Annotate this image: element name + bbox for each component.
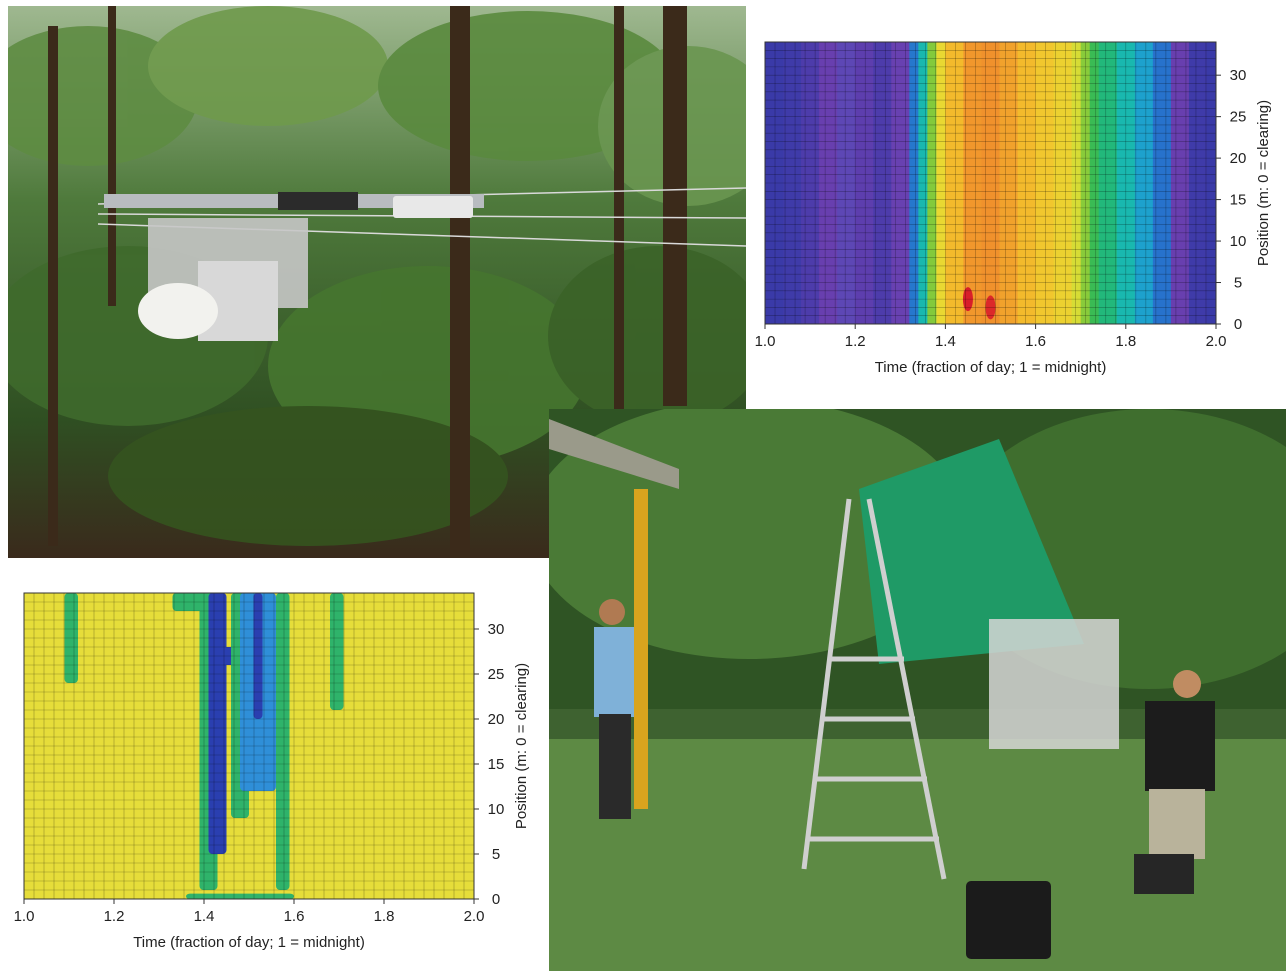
heatmap-chart-bottom: 1.0 1.2 1.4 1.6 1.8 2.0 0 5 10 15 20 25 30 Time (frac… (14, 592, 530, 951)
heatmap-column (909, 42, 919, 324)
plot-border (764, 41, 1217, 325)
person-left (594, 599, 634, 819)
heatmap-column (801, 42, 820, 324)
y-tick-label: 25 (1230, 109, 1247, 126)
fence (989, 619, 1119, 749)
heatmap-column (1035, 42, 1055, 324)
heatmap-column (1017, 42, 1037, 324)
x-tick-label: 1.0 (14, 908, 35, 925)
y-tick-label: 15 (1230, 192, 1247, 209)
green-tarp (859, 439, 1084, 664)
foliage (8, 6, 746, 546)
heatmap-column (1080, 42, 1091, 324)
forest-sensor-illustration (8, 6, 746, 558)
heatmap-column (819, 42, 838, 324)
y-tick-label: 15 (488, 756, 505, 773)
y-tick-label: 20 (1230, 150, 1247, 167)
heatmap-column (1188, 42, 1208, 324)
heatmap-column (837, 42, 856, 324)
heatmap-streak-green (172, 593, 204, 611)
clearing-setup-photo (549, 409, 1286, 971)
x-axis-label: Time (fraction of day; 1 = midnight) (875, 359, 1107, 376)
y-axis-label: Position (m: 0 = clearing) (1255, 100, 1272, 266)
heatmap-streak-green (64, 593, 78, 683)
x-tick-label: 2.0 (464, 908, 485, 925)
x-tick-label: 1.8 (1115, 333, 1136, 350)
heatmap-cells (765, 42, 1217, 324)
black-case (966, 881, 1051, 959)
y-tick-label: 0 (1234, 316, 1242, 333)
x-axis-label: Time (fraction of day; 1 = midnight) (133, 934, 365, 951)
y-tick-label: 10 (488, 801, 505, 818)
y-tick-label: 10 (1230, 233, 1247, 250)
heatmap-cells (24, 593, 474, 899)
y-tick-label: 25 (488, 666, 505, 683)
heatmap-column (1152, 42, 1172, 324)
y-tick-label: 30 (488, 621, 505, 638)
heatmap-column (1053, 42, 1073, 324)
heatmap-column (765, 42, 784, 324)
heatmap-streak-blue (253, 593, 263, 719)
x-tick-label: 1.6 (284, 908, 305, 925)
heatmap-column (936, 42, 946, 324)
x-tick-label: 1.4 (194, 908, 215, 925)
heatmap-column (1206, 42, 1217, 324)
y-axis-label: Position (m: 0 = clearing) (513, 663, 530, 829)
heatmap-column (1170, 42, 1190, 324)
heatmap-column (891, 42, 910, 324)
heatmap-column (1134, 42, 1154, 324)
x-tick-label: 1.4 (935, 333, 956, 350)
heatmap-column (783, 42, 802, 324)
heatmap-column (918, 42, 928, 324)
ladder (801, 498, 947, 880)
heatmap-column (1071, 42, 1082, 324)
heatmap-chart-top: 1.0 1.2 1.4 1.6 1.8 2.0 0 5 10 15 20 25 30 Time (frac… (755, 41, 1272, 376)
sensor-rig (104, 192, 484, 341)
heatmap-column (1089, 42, 1100, 324)
shelter (549, 419, 679, 809)
plot-border (23, 592, 475, 900)
grid-lines (23, 592, 475, 900)
forest-sensor-photo (8, 6, 746, 558)
x-tick-label: 1.2 (104, 908, 125, 925)
heatmap-column (873, 42, 892, 324)
y-tick-label: 0 (492, 891, 500, 908)
heatmap-panel-top: 1.0 1.2 1.4 1.6 1.8 2.0 0 5 10 15 20 25 30 Time (frac… (747, 0, 1286, 407)
heatmap-hotspot (962, 287, 973, 312)
heatmap-column (855, 42, 874, 324)
x-tick-label: 1.2 (845, 333, 866, 350)
x-tick-label: 1.6 (1025, 333, 1046, 350)
heatmap-column (981, 42, 1001, 324)
heatmap-column (1098, 42, 1118, 324)
y-tick-label: 5 (492, 846, 500, 863)
person-right (1134, 670, 1215, 894)
heatmap-column (927, 42, 937, 324)
heatmap-column (945, 42, 964, 324)
x-tick-label: 1.0 (755, 333, 776, 350)
x-tick-label: 2.0 (1206, 333, 1227, 350)
x-tick-label: 1.8 (374, 908, 395, 925)
heatmap-streak-green (276, 593, 290, 890)
heatmap-panel-bottom: 1.0 1.2 1.4 1.6 1.8 2.0 0 5 10 15 20 25 30 Time (frac… (0, 560, 548, 971)
grid-lines (764, 41, 1217, 325)
heatmap-streak-green (186, 893, 294, 899)
tree-trunks (48, 6, 687, 558)
y-tick-label: 30 (1230, 67, 1247, 84)
heatmap-streak-green (330, 593, 344, 710)
clearing-setup-illustration (549, 409, 1286, 971)
y-tick-label: 5 (1234, 275, 1242, 292)
heatmap-column (963, 42, 982, 324)
heatmap-column (999, 42, 1019, 324)
heatmap-column (1116, 42, 1136, 324)
heatmap-hotspot (985, 295, 996, 320)
y-tick-label: 20 (488, 711, 505, 728)
